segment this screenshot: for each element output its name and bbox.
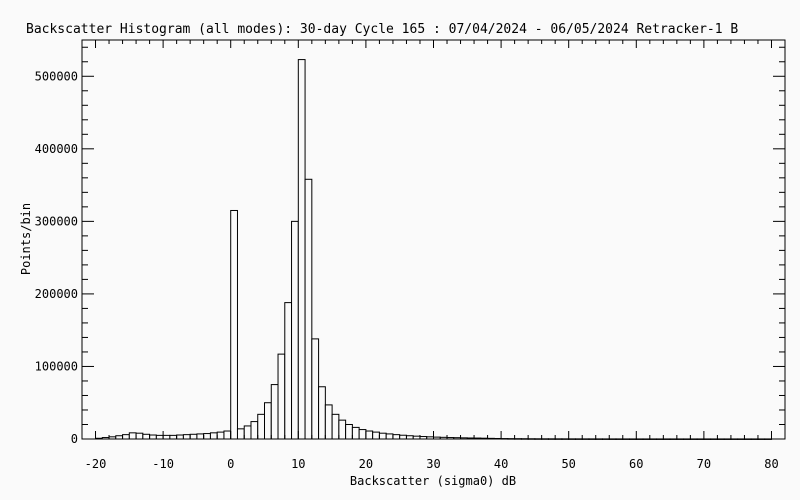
plot-area: -20 -10 0 10 20 30 40 50 60 70 80 0 100000 200000 300…: [35, 39, 786, 471]
histogram-bar: [216, 431, 225, 440]
histogram-bar: [155, 434, 164, 440]
x-tick-label: 30: [426, 457, 440, 471]
histogram-bar: [318, 386, 326, 440]
histogram-bar: [182, 434, 191, 440]
histogram-bar: [385, 433, 394, 440]
histogram-bar: [304, 178, 313, 440]
y-tick-label: 400000: [35, 142, 78, 156]
y-axis-ticks: 0 100000 200000 300000 400000 500000: [35, 46, 785, 446]
histogram-bar: [176, 434, 184, 440]
x-tick-label: 60: [629, 457, 643, 471]
x-tick-label: 80: [764, 457, 778, 471]
histogram-bar: [284, 302, 293, 440]
histogram-bar: [128, 432, 137, 440]
histogram-bar: [250, 421, 259, 440]
x-tick-label: -20: [85, 457, 107, 471]
histogram-bar: [331, 413, 340, 440]
histogram-bar: [223, 430, 232, 440]
x-tick-label: 50: [561, 457, 575, 471]
histogram-bar: [324, 404, 333, 440]
y-tick-label: 500000: [35, 69, 78, 83]
histogram-bar: [243, 425, 252, 440]
histogram-bar: [277, 353, 286, 440]
histogram-bar: [291, 220, 299, 440]
histogram-bar: [345, 423, 353, 440]
histogram-bar: [378, 432, 387, 440]
x-tick-label: 40: [494, 457, 508, 471]
histogram-bar: [358, 429, 367, 440]
x-tick-label: 20: [359, 457, 373, 471]
histogram-bar: [257, 413, 266, 440]
histogram-bar: [149, 434, 157, 440]
histogram-bar: [270, 384, 279, 440]
chart-title: Backscatter Histogram (all modes): 30-da…: [26, 22, 738, 37]
histogram-bar: [230, 209, 238, 440]
y-axis-label: Points/bin: [19, 203, 33, 275]
histogram-bar: [264, 402, 272, 440]
x-tick-label: 10: [291, 457, 305, 471]
x-tick-label: 0: [227, 457, 234, 471]
y-tick-label: 0: [71, 432, 78, 446]
y-tick-label: 300000: [35, 214, 78, 228]
histogram-bar: [297, 59, 306, 440]
y-tick-label: 100000: [35, 359, 78, 373]
x-axis-label: Backscatter (sigma0) dB: [350, 474, 516, 488]
histogram-bar: [189, 433, 198, 440]
histogram-bar: [142, 433, 151, 440]
histogram-bar: [209, 432, 218, 440]
histogram-bar: [365, 430, 374, 440]
histogram-bar: [392, 434, 401, 440]
histogram-bar: [399, 434, 407, 440]
histogram-bar: [338, 419, 347, 440]
histogram-bar: [122, 434, 130, 440]
histogram-bar: [351, 426, 360, 440]
histogram-bar: [372, 431, 380, 440]
x-axis-ticks: -20 -10 0 10 20 30 40 50 60 70 80: [85, 40, 779, 471]
x-tick-label: -10: [152, 457, 174, 471]
histogram-bar: [169, 434, 178, 440]
histogram-bar: [196, 433, 205, 440]
histogram-bar: [203, 433, 211, 440]
histogram-bar: [135, 432, 144, 440]
x-tick-label: 70: [697, 457, 711, 471]
histogram-bar: [311, 338, 320, 440]
y-tick-label: 200000: [35, 287, 78, 301]
histogram-bar: [162, 434, 171, 440]
histogram-bar: [236, 428, 245, 440]
